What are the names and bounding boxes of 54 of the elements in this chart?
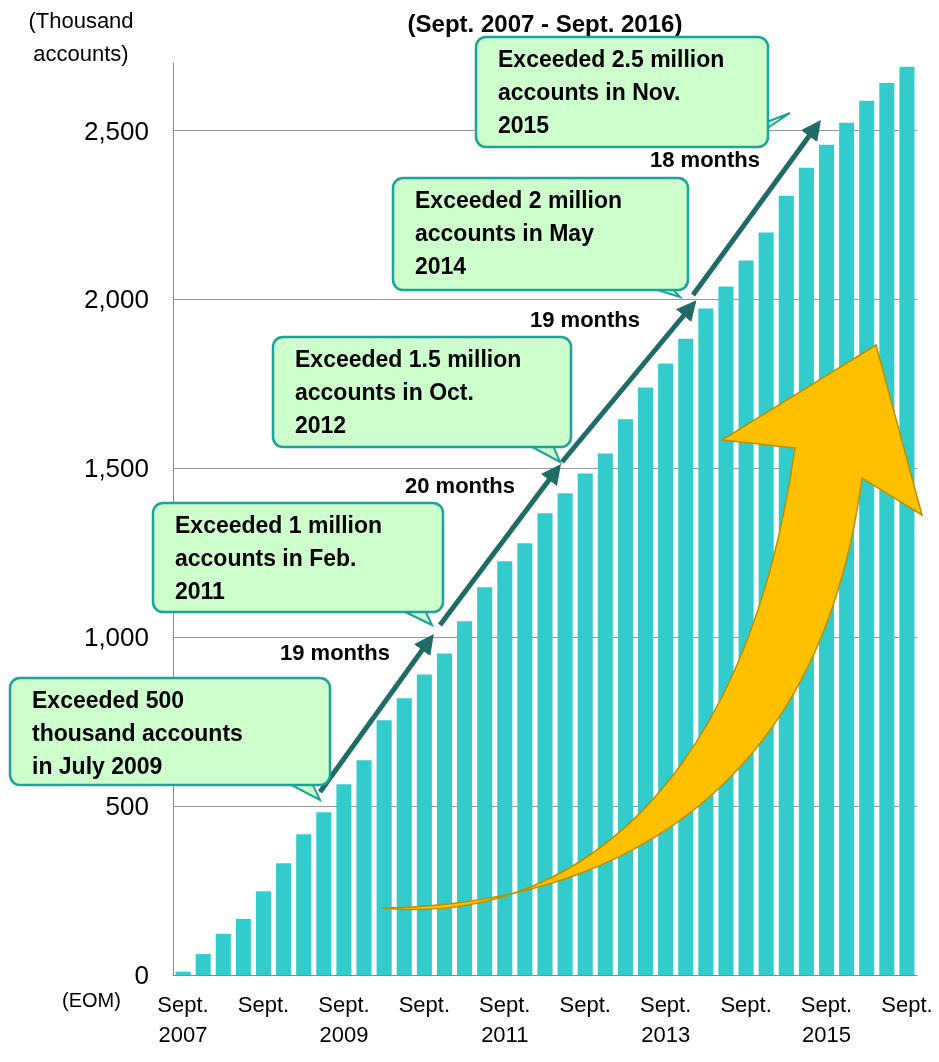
bar	[517, 543, 533, 975]
bar	[899, 66, 915, 975]
y-tick-label: 1,500	[83, 453, 149, 484]
x-tick-label: Sept. 2009	[318, 991, 370, 1047]
bar	[436, 653, 452, 975]
bar	[396, 698, 412, 975]
x-tick-label: Sept.	[559, 991, 611, 1017]
y-axis-title: (Thousand accounts)	[27, 7, 135, 68]
bar	[617, 419, 633, 975]
y-tick-label: 500	[105, 791, 149, 822]
bar	[195, 954, 211, 975]
bar	[557, 493, 573, 975]
bar	[477, 587, 493, 975]
bar	[336, 784, 352, 975]
bar	[658, 363, 674, 975]
text: (EOM)	[62, 989, 121, 1011]
bar	[678, 338, 694, 975]
annotation: 20 months	[404, 473, 516, 499]
bar	[376, 720, 392, 975]
bar	[416, 674, 432, 975]
bar	[597, 453, 613, 975]
annotation: Exceeded 1 million accounts in Feb. 2011	[175, 511, 384, 606]
annotation: 19 months	[279, 640, 391, 666]
bar	[497, 561, 513, 975]
x-tick-label: Sept. 2007	[157, 991, 209, 1047]
bar	[296, 834, 312, 975]
annotation: 18 months	[649, 147, 761, 173]
x-tick-label: Sept.	[237, 991, 290, 1017]
y-tick-label: 2,000	[83, 284, 149, 315]
x-tick-label: Sept. 2013	[639, 991, 692, 1047]
chart-title: (Sept. 2007 - Sept. 2016)	[407, 9, 683, 37]
annotation: Exceeded 500 thousand accounts in July 2009	[32, 686, 244, 781]
bar	[215, 933, 231, 975]
x-tick-label: Sept.	[720, 991, 772, 1017]
annotation: 19 months	[529, 307, 641, 333]
bar	[577, 473, 593, 975]
annotation: Exceeded 2.5 million accounts in Nov. 2015	[498, 45, 726, 140]
bar	[638, 387, 654, 975]
bar	[356, 760, 372, 975]
y-tick-label: 2,500	[83, 115, 149, 146]
annotation: Exceeded 2 million accounts in May 2014	[415, 186, 624, 281]
bar	[276, 863, 292, 975]
bar	[316, 812, 332, 975]
bar	[235, 918, 251, 975]
x-tick-label: Sept.	[398, 991, 451, 1017]
bar	[537, 513, 553, 975]
y-tick-label: 1,000	[83, 622, 149, 653]
x-tick-label: Sept. 2011	[479, 991, 531, 1047]
x-tick-label: Sept.	[881, 991, 933, 1017]
bar	[457, 621, 473, 975]
bar	[255, 891, 272, 975]
x-tick-label: Sept. 2015	[800, 991, 853, 1047]
y-tick-label: 0	[134, 960, 149, 990]
annotation: Exceeded 1.5 million accounts in Oct. 2012	[295, 345, 523, 440]
